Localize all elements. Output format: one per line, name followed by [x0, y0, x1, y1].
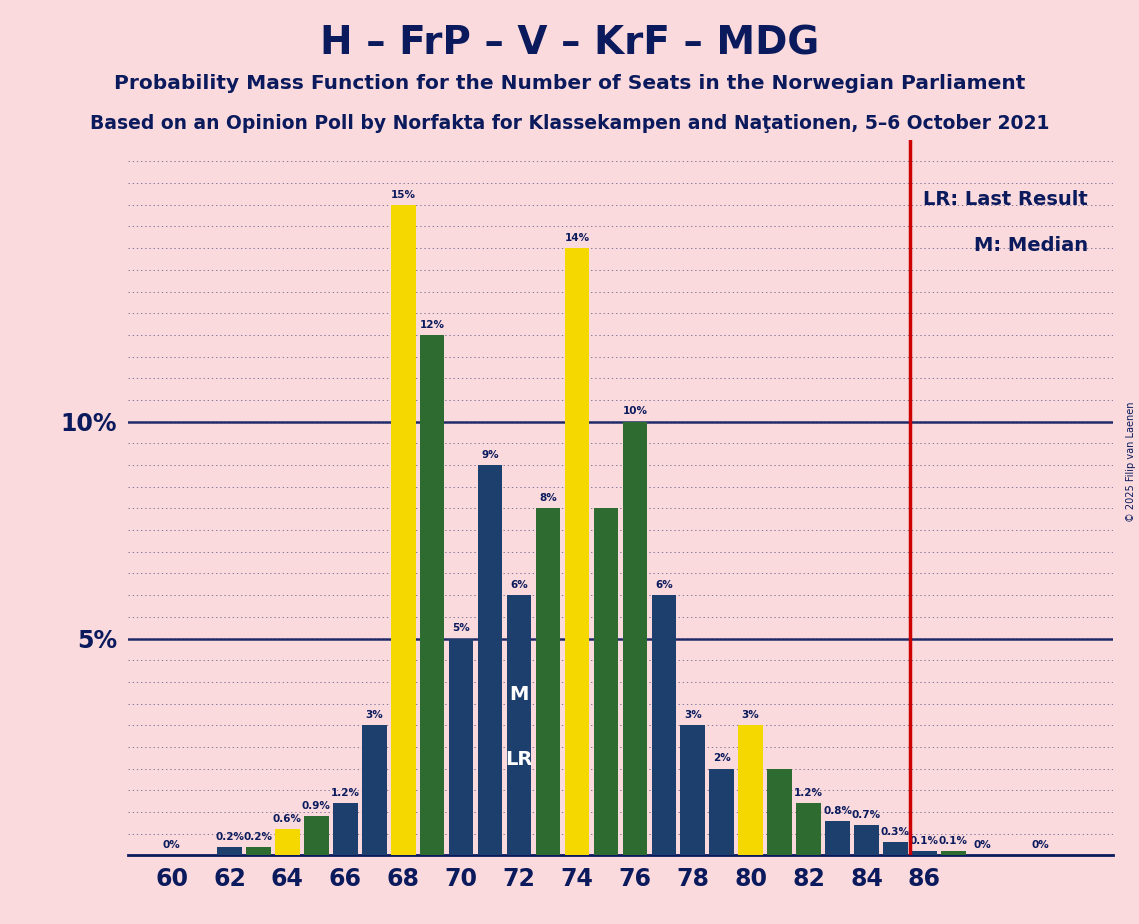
Bar [768, 769, 792, 856]
Bar [826, 821, 850, 856]
Text: 15%: 15% [391, 189, 416, 200]
Text: 0.2%: 0.2% [215, 832, 244, 842]
Bar [623, 421, 647, 856]
Text: 0%: 0% [1031, 840, 1049, 850]
Bar [507, 595, 532, 856]
Bar [796, 803, 821, 856]
Bar [710, 769, 734, 856]
Text: LR: Last Result: LR: Last Result [924, 189, 1088, 209]
Bar [652, 595, 677, 856]
Text: 10%: 10% [622, 407, 647, 417]
Text: 3%: 3% [741, 710, 760, 720]
Bar [738, 725, 763, 856]
Text: 0%: 0% [163, 840, 180, 850]
Text: H – FrP – V – KrF – MDG: H – FrP – V – KrF – MDG [320, 25, 819, 63]
Text: 0%: 0% [974, 840, 991, 850]
Bar [883, 843, 908, 856]
Bar [276, 830, 300, 856]
Text: 8%: 8% [539, 493, 557, 504]
Bar [362, 725, 386, 856]
Text: Based on an Opinion Poll by Norfakta for Klassekampen and Naţationen, 5–6 Octobe: Based on an Opinion Poll by Norfakta for… [90, 114, 1049, 133]
Text: 1.2%: 1.2% [794, 788, 823, 798]
Text: 12%: 12% [419, 320, 444, 330]
Text: 1.2%: 1.2% [330, 788, 360, 798]
Text: 0.1%: 0.1% [910, 836, 939, 845]
Text: 3%: 3% [366, 710, 383, 720]
Text: 0.7%: 0.7% [852, 809, 882, 820]
Bar [854, 825, 879, 856]
Text: M: Median: M: Median [974, 237, 1088, 255]
Text: 0.1%: 0.1% [939, 836, 968, 845]
Bar [420, 334, 444, 856]
Text: 0.9%: 0.9% [302, 801, 330, 811]
Bar [391, 205, 416, 856]
Bar [477, 465, 502, 856]
Bar [218, 846, 241, 856]
Bar [941, 851, 966, 856]
Text: 14%: 14% [565, 233, 590, 243]
Text: 0.2%: 0.2% [244, 832, 273, 842]
Bar [333, 803, 358, 856]
Text: 9%: 9% [482, 450, 499, 460]
Text: LR: LR [506, 749, 533, 769]
Text: M: M [509, 685, 528, 703]
Bar [565, 249, 589, 856]
Text: 6%: 6% [655, 580, 673, 590]
Text: 6%: 6% [510, 580, 527, 590]
Bar [680, 725, 705, 856]
Bar [593, 508, 618, 856]
Text: 5%: 5% [452, 624, 470, 633]
Bar [304, 817, 329, 856]
Text: 0.3%: 0.3% [880, 827, 910, 837]
Text: Probability Mass Function for the Number of Seats in the Norwegian Parliament: Probability Mass Function for the Number… [114, 74, 1025, 93]
Text: © 2025 Filip van Laenen: © 2025 Filip van Laenen [1126, 402, 1136, 522]
Text: 2%: 2% [713, 753, 730, 763]
Bar [449, 638, 474, 856]
Bar [912, 851, 936, 856]
Text: 0.6%: 0.6% [273, 814, 302, 824]
Text: 3%: 3% [683, 710, 702, 720]
Text: 0.8%: 0.8% [823, 806, 852, 816]
Bar [246, 846, 271, 856]
Bar [535, 508, 560, 856]
